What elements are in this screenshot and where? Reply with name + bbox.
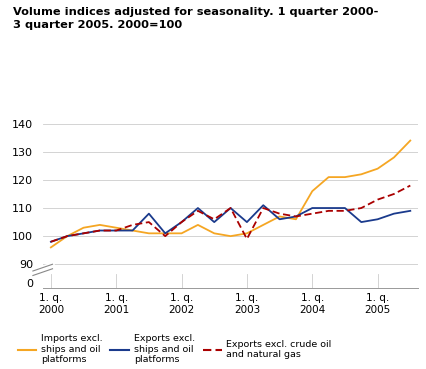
Text: Volume indices adjusted for seasonality. 1 quarter 2000-
3 quarter 2005. 2000=10: Volume indices adjusted for seasonality.…	[13, 7, 377, 30]
Legend: Imports excl.
ships and oil
platforms, Exports excl.
ships and oil
platforms, Ex: Imports excl. ships and oil platforms, E…	[17, 334, 331, 364]
